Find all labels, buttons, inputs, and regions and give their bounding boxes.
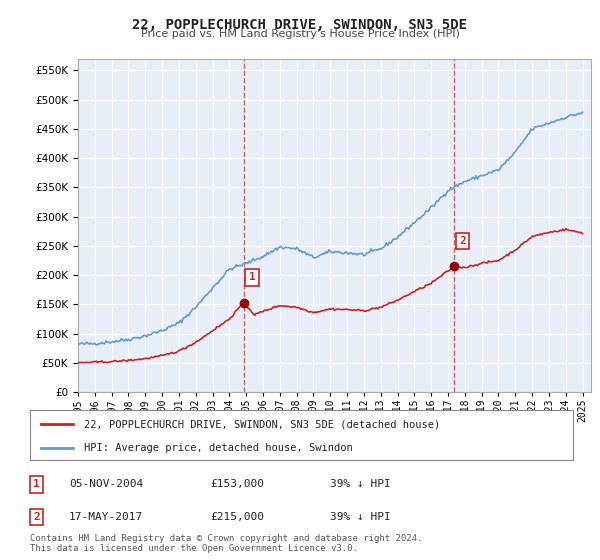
Text: 17-MAY-2017: 17-MAY-2017 <box>69 512 143 522</box>
Text: 2: 2 <box>460 236 466 246</box>
Text: £153,000: £153,000 <box>210 479 264 489</box>
Text: Contains HM Land Registry data © Crown copyright and database right 2024.
This d: Contains HM Land Registry data © Crown c… <box>30 534 422 553</box>
Text: £215,000: £215,000 <box>210 512 264 522</box>
Text: 39% ↓ HPI: 39% ↓ HPI <box>330 479 391 489</box>
Text: 1: 1 <box>33 479 40 489</box>
Text: 1: 1 <box>248 272 256 282</box>
Text: 39% ↓ HPI: 39% ↓ HPI <box>330 512 391 522</box>
Text: Price paid vs. HM Land Registry's House Price Index (HPI): Price paid vs. HM Land Registry's House … <box>140 29 460 39</box>
Text: 2: 2 <box>33 512 40 522</box>
Text: HPI: Average price, detached house, Swindon: HPI: Average price, detached house, Swin… <box>85 443 353 452</box>
Text: 22, POPPLECHURCH DRIVE, SWINDON, SN3 5DE: 22, POPPLECHURCH DRIVE, SWINDON, SN3 5DE <box>133 18 467 32</box>
Text: 05-NOV-2004: 05-NOV-2004 <box>69 479 143 489</box>
Text: 22, POPPLECHURCH DRIVE, SWINDON, SN3 5DE (detached house): 22, POPPLECHURCH DRIVE, SWINDON, SN3 5DE… <box>85 419 440 429</box>
